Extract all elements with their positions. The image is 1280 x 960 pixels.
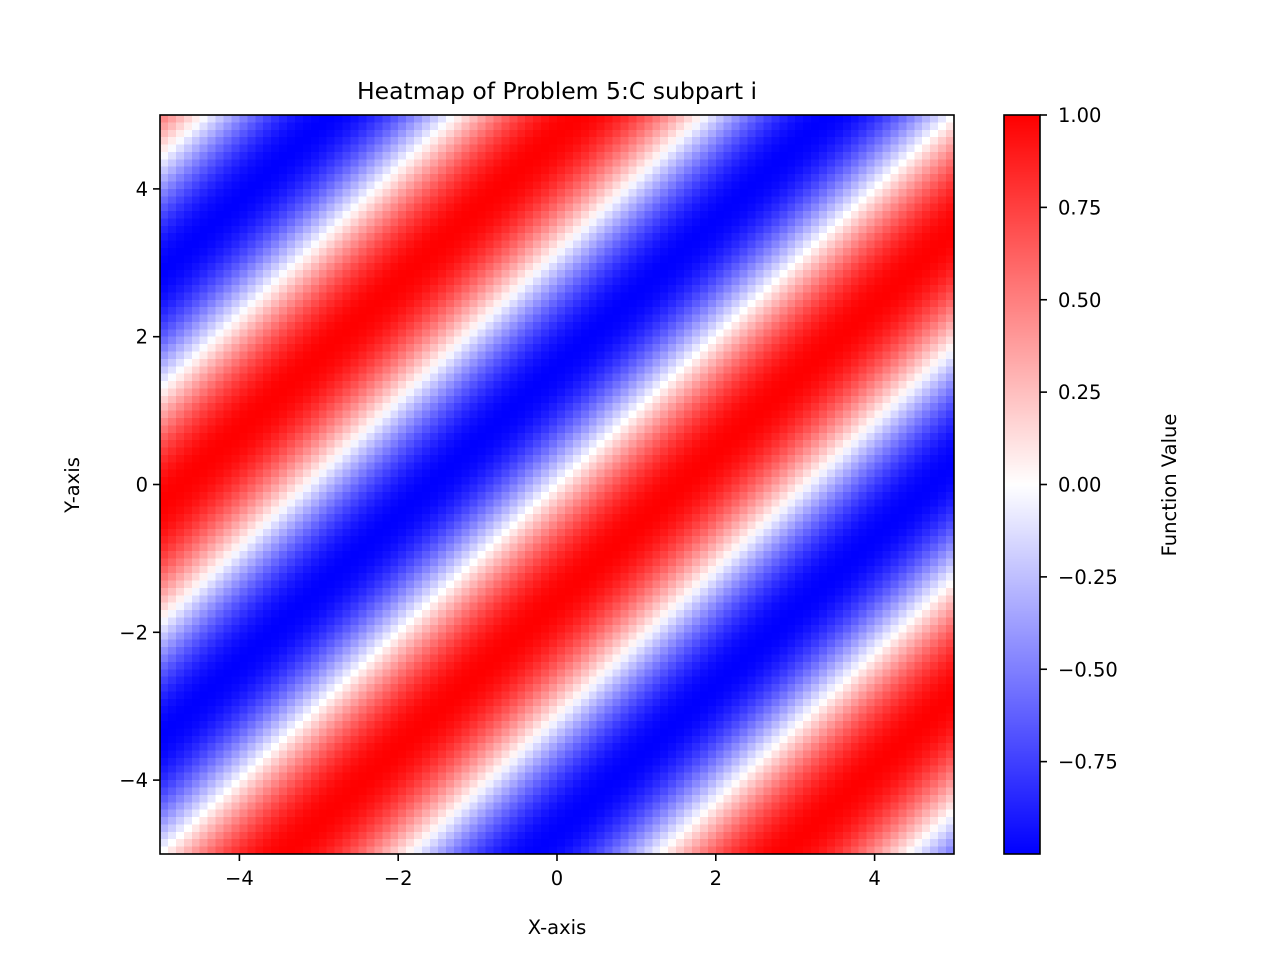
x-tick-label: 2: [710, 867, 722, 890]
x-axis-label: X-axis: [528, 916, 587, 939]
y-tick-label: −2: [119, 621, 148, 644]
colorbar-tick-label: 1.00: [1058, 104, 1101, 127]
colorbar-tick-label: 0.25: [1058, 381, 1101, 404]
plot-frame: [159, 114, 955, 855]
colorbar-tick-label: 0.00: [1058, 474, 1101, 497]
y-axis-ticks: −4 −2 0 2 4: [119, 178, 160, 792]
colorbar-ticks: 1.00 0.75 0.50 0.25 0.00 −0.25 −0.50 −0.75: [1040, 104, 1118, 774]
y-axis-label: Y-axis: [61, 457, 84, 514]
y-tick-label: −4: [119, 769, 148, 792]
colorbar-tick-label: 0.50: [1058, 289, 1101, 312]
x-tick-label: −2: [384, 867, 413, 890]
colorbar-label: Function Value: [1158, 414, 1181, 557]
colorbar-tick-label: −0.50: [1058, 658, 1118, 681]
y-tick-label: 0: [136, 474, 148, 497]
colorbar-tick-label: −0.25: [1058, 566, 1118, 589]
y-tick-label: 2: [136, 326, 148, 349]
heatmap-image: [160, 115, 954, 854]
x-tick-label: 4: [868, 867, 880, 890]
chart-title: Heatmap of Problem 5:C subpart i: [357, 77, 757, 105]
colorbar-gradient: [1004, 115, 1040, 854]
colorbar-tick-label: 0.75: [1058, 196, 1101, 219]
colorbar-tick-label: −0.75: [1058, 751, 1118, 774]
x-tick-label: −4: [225, 867, 254, 890]
y-tick-label: 4: [136, 178, 148, 201]
x-axis-ticks: −4 −2 0 2 4: [225, 854, 881, 890]
x-tick-label: 0: [551, 867, 563, 890]
colorbar-frame: [1003, 114, 1041, 855]
